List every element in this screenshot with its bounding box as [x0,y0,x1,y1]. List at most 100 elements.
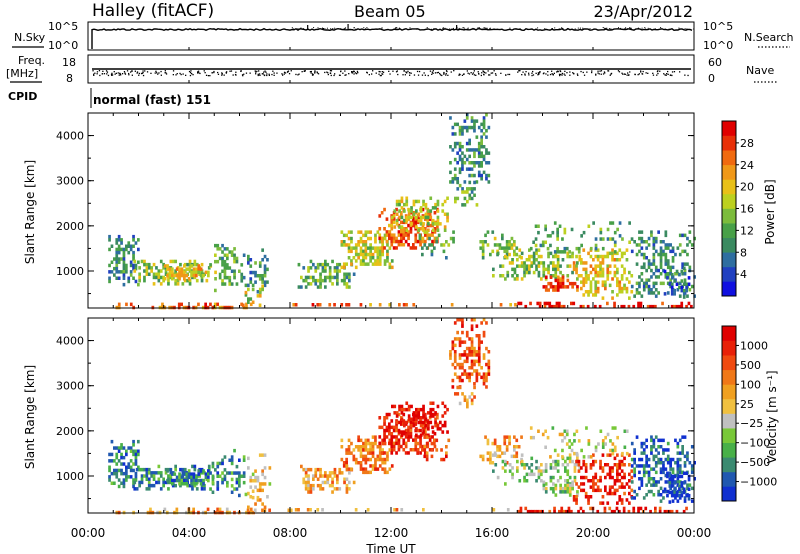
heatmap-cell [538,301,542,306]
heatmap-cell [261,274,264,278]
nsearch-dot [426,27,428,29]
heatmap-cell [449,116,452,120]
heatmap-cell [475,334,479,338]
colorbar-segment [722,266,736,282]
heatmap-cell [559,490,562,494]
heatmap-cell [263,283,267,288]
heatmap-cell [456,318,459,322]
heatmap-cell [431,401,435,405]
heatmap-cell [594,274,598,278]
heatmap-cell [666,454,670,459]
heatmap-cell [592,453,595,457]
heatmap-cell [556,250,559,254]
heatmap-cell [481,457,485,462]
heatmap-cell [470,327,474,332]
heatmap-cell [553,448,557,453]
heatmap-cell [666,509,669,514]
heatmap-cell [347,236,351,241]
heatmap-cell [549,251,553,256]
heatmap-cell [110,481,114,485]
heatmap-cell [407,438,410,442]
heatmap-cell [402,243,406,247]
heatmap-cell [350,451,353,455]
nave-dot [487,70,489,72]
heatmap-cell [180,302,183,307]
nave-dot [342,72,344,74]
heatmap-cell [496,448,499,452]
heatmap-cell [571,281,574,286]
heatmap-cell [412,411,416,415]
heatmap-cell [508,441,511,446]
heatmap-cell [659,467,663,471]
heatmap-cell [518,479,522,483]
heatmap-cell [369,303,372,307]
heatmap-cell [584,463,588,467]
nave-dot [188,70,191,73]
heatmap-cell [638,275,641,279]
heatmap-cell [228,275,232,280]
heatmap-cell [481,256,485,260]
heatmap-cell [575,451,579,456]
heatmap-cell [191,483,194,488]
heatmap-cell [385,435,389,439]
heatmap-cell [654,281,658,286]
nsearch-dot [298,28,300,30]
heatmap-cell [249,495,253,499]
heatmap-cell [670,474,674,479]
heatmap-cell [392,448,396,452]
nsearch-dot [489,28,491,30]
heatmap-cell [513,243,516,247]
heatmap-cell [687,276,691,280]
nave-dot [211,72,213,74]
heatmap-cell [333,487,337,491]
heatmap-cell [487,151,491,155]
heatmap-cell [207,266,211,270]
heatmap-cell [523,475,526,480]
heatmap-cell [559,475,562,480]
nave-dot [131,74,133,76]
heatmap-cell [421,252,424,257]
heatmap-cell [249,270,253,275]
heatmap-cell [359,467,363,471]
nave-dot [597,72,599,74]
heatmap-cell [393,411,397,415]
heatmap-cell [374,249,377,254]
heatmap-cell [169,467,173,472]
heatmap-cell [122,260,126,264]
heatmap-cell [386,243,389,247]
heatmap-cell [506,270,510,275]
heatmap-cell [223,272,227,277]
heatmap-cell [143,269,146,273]
nave-dot [309,71,312,73]
heatmap-cell [424,215,428,220]
heatmap-cell [374,464,377,468]
heatmap-cell [159,471,163,475]
heatmap-cell [566,264,570,268]
heatmap-cell [461,340,464,344]
heatmap-cell [426,236,430,241]
heatmap-cell [366,262,370,266]
heatmap-cell [429,401,433,405]
colorbar-segment [722,208,736,224]
heatmap-cell [654,470,658,475]
heatmap-cell [671,470,675,475]
nave-dot [262,73,264,75]
heatmap-cell [371,246,375,250]
heatmap-cell [620,264,624,268]
nsky-right-tick-top: 10^5 [703,20,733,33]
heatmap-cell [390,441,394,446]
nsearch-dot [343,28,345,30]
heatmap-cell [441,414,445,418]
heatmap-cell [374,240,377,244]
heatmap-cell [544,275,548,279]
heatmap-cell [140,474,144,478]
heatmap-cell [528,270,531,275]
nsearch-dot [626,29,628,30]
heatmap-cell [197,472,201,476]
heatmap-cell [686,457,689,462]
heatmap-cell [261,472,264,477]
heatmap-cell [321,508,324,512]
heatmap-cell [580,475,583,480]
heatmap-cell [190,472,193,476]
heatmap-cell [422,427,425,431]
